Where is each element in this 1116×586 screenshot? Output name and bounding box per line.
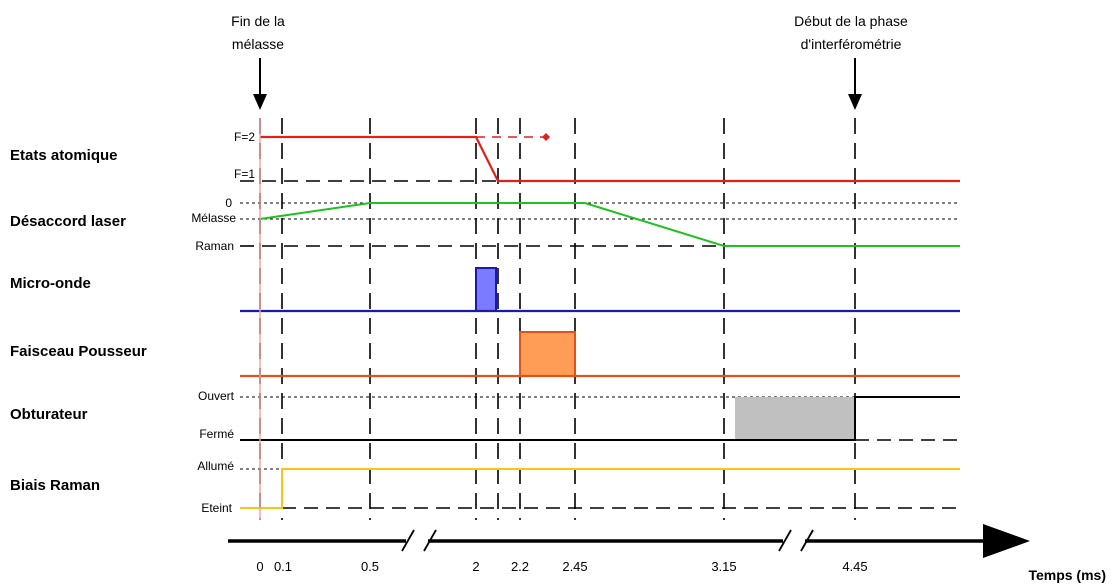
tick-3.15: 3.15 [711,559,736,574]
obturateur-transition-block [735,397,855,440]
tick-2.45: 2.45 [562,559,587,574]
row-labels: Etats atomique Désaccord laser Micro-ond… [10,147,147,494]
axis-break-2b [800,529,814,552]
level-eteint: Eteint [201,501,232,515]
row-label-faisceau: Faisceau Pousseur [10,343,147,360]
time-guides [259,118,856,520]
annotation-start-arrow-head [253,94,267,110]
faisceau-trace [240,331,960,378]
annotation-start: Fin de la mélasse [231,13,285,110]
level-f1: F=1 [234,167,255,181]
level-allume: Allumé [197,459,234,473]
obturateur-line [240,396,960,441]
level-ouvert: Ouvert [198,389,235,403]
annotation-end: Début de la phase d'interférométrie [794,13,908,110]
obturateur-trace [240,396,960,441]
tick-0.1: 0.1 [274,559,292,574]
annotation-end-arrow-head [848,94,862,110]
tick-0: 0 [256,559,263,574]
level-guides [240,180,960,509]
desaccord-line [259,202,960,247]
level-f2: F=2 [234,130,255,144]
axis-arrow-head [983,524,1030,558]
axis-break-1b [423,529,437,552]
level-melasse: Mélasse [191,211,236,225]
axis-break-2a [778,529,792,552]
tick-4.45: 4.45 [842,559,867,574]
level-raman: Raman [195,239,234,253]
tick-0.5: 0.5 [361,559,379,574]
micro-trace [240,267,960,313]
etats-diamond-marker [542,133,550,141]
level-labels: F=2 F=1 0 Mélasse Raman Ouvert Fermé All… [191,130,255,515]
etats-trace [260,133,960,183]
row-label-etats: Etats atomique [10,147,118,164]
annotation-start-line2: mélasse [232,36,284,52]
row-label-obturateur: Obturateur [10,406,88,423]
etats-line [260,135,960,183]
micro-pulse [475,267,497,312]
annotation-start-line1: Fin de la [231,13,285,29]
tick-2: 2 [472,559,479,574]
row-label-biais: Biais Raman [10,477,100,494]
faisceau-pulse [519,331,576,377]
row-label-micro: Micro-onde [10,275,91,292]
level-zero: 0 [225,196,232,210]
axis-tick-labels: 0 0.1 0.5 2 2.2 2.45 3.15 4.45 [256,559,867,574]
level-ferme: Fermé [199,427,234,441]
biais-line [240,468,960,509]
annotation-end-line1: Début de la phase [794,13,908,29]
tick-2.2: 2.2 [511,559,529,574]
axis-break-1a [401,529,415,552]
annotation-end-line2: d'interférométrie [801,36,902,52]
row-label-desaccord: Désaccord laser [10,213,126,230]
axis-title: Temps (ms) [1028,567,1106,583]
time-axis: 0 0.1 0.5 2 2.2 2.45 3.15 4.45 Temps (ms… [228,524,1106,583]
